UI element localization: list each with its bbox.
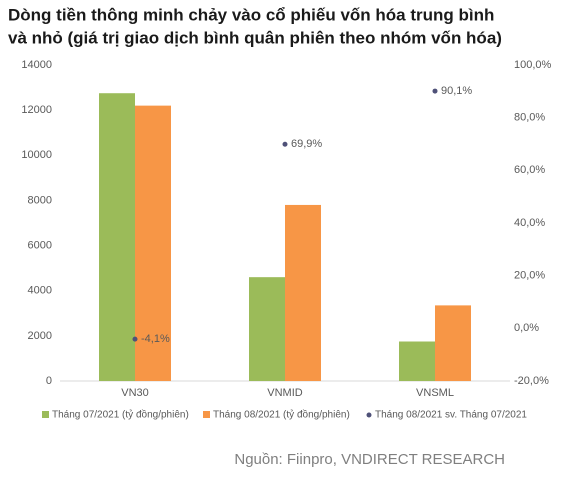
y2-tick-label: 0,0% [514, 322, 539, 334]
y2-tick-label: 20,0% [514, 270, 545, 282]
legend-label: Tháng 08/2021 (tỷ đồng/phiên) [213, 409, 350, 421]
y-tick-label: 12000 [21, 104, 52, 116]
source: Nguồn: Fiinpro, VNDIRECT RESEARCH [234, 451, 505, 468]
chart-title: Dòng tiền thông minh chảy vào cổ phiếu v… [8, 5, 494, 24]
x-tick-label: VNSML [416, 387, 454, 399]
y2-tick-label: -20,0% [514, 375, 549, 387]
point [132, 336, 138, 342]
point [282, 141, 288, 147]
y-tick-label: 2000 [28, 330, 52, 342]
y2-tick-label: 40,0% [514, 217, 545, 229]
legend-label: Tháng 08/2021 sv. Tháng 07/2021 [375, 410, 527, 421]
x-tick-label: VNMID [267, 387, 303, 399]
value-label: -4,1% [141, 333, 170, 345]
bar [99, 93, 135, 381]
bar [135, 105, 171, 381]
legend-marker [42, 411, 49, 418]
legend-label: Tháng 07/2021 (tỷ đồng/phiên) [52, 409, 189, 421]
bar [435, 305, 471, 381]
x-tick-label: VN30 [121, 387, 149, 399]
value-label: 69,9% [291, 138, 322, 150]
chart-title: và nhỏ (giá trị giao dịch bình quân phiê… [8, 28, 502, 47]
y-tick-label: 4000 [28, 285, 52, 297]
y-tick-label: 8000 [28, 194, 52, 206]
legend-marker [203, 411, 210, 418]
point [432, 88, 438, 94]
y2-tick-label: 60,0% [514, 164, 545, 176]
y-tick-label: 6000 [28, 239, 52, 251]
y-tick-label: 14000 [21, 59, 52, 71]
y-tick-label: 10000 [21, 149, 52, 161]
bar [285, 204, 321, 381]
bar [399, 341, 435, 381]
y2-tick-label: 80,0% [514, 112, 545, 124]
value-label: 90,1% [441, 85, 472, 97]
y-tick-label: 0 [46, 375, 52, 387]
y2-tick-label: 100,0% [514, 59, 552, 71]
legend-marker [366, 412, 372, 418]
bar [249, 277, 285, 381]
